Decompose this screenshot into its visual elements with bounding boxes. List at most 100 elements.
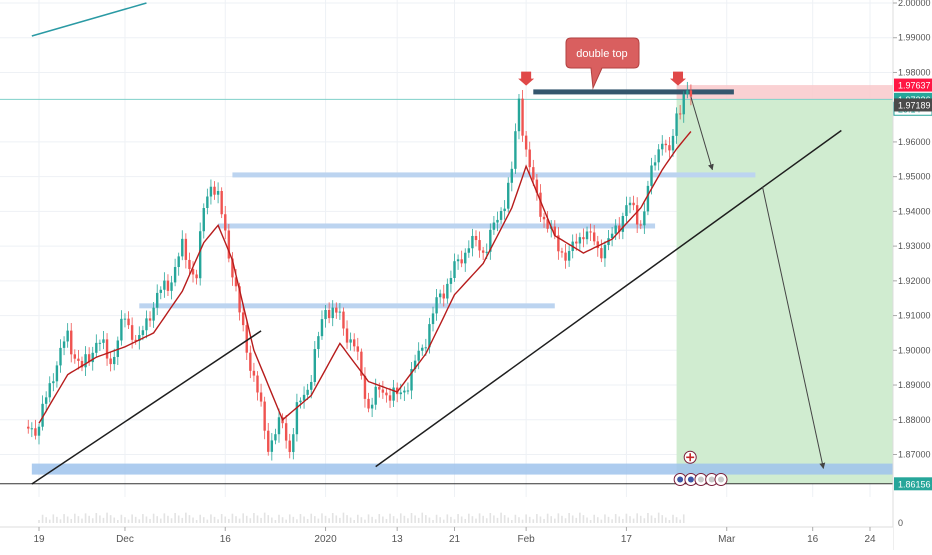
candle-body	[650, 165, 653, 186]
volume-bar	[174, 513, 176, 523]
volume-bar	[192, 517, 194, 523]
candle-body	[130, 325, 134, 340]
volume-bar	[267, 515, 270, 523]
level-layer	[31, 89, 899, 475]
volume-bar	[403, 515, 406, 523]
candle-body	[141, 330, 145, 336]
volume-bar	[564, 518, 567, 523]
candle-body	[299, 400, 302, 403]
price-axis[interactable]: 2.00000 1.99000 1.98000 1.96000 1.95000 1.940…	[892, 0, 932, 550]
volume-bar	[159, 518, 162, 523]
candle-body	[489, 229, 492, 252]
candle-body	[249, 352, 252, 371]
price-tick-label: 2.00000	[898, 0, 931, 8]
volume-bar	[421, 512, 424, 523]
candle-body	[145, 318, 148, 331]
volume-bar	[321, 513, 323, 523]
volume-bar	[124, 517, 126, 523]
price-badge-label: 1.97189	[898, 100, 931, 110]
event-dot	[717, 476, 724, 483]
candle-body	[403, 390, 406, 393]
volume-bar	[152, 513, 155, 523]
candle-body	[324, 309, 327, 320]
volume-bar	[632, 518, 635, 523]
volume-bar	[231, 513, 234, 523]
candle-body	[610, 233, 614, 239]
candle-body	[256, 375, 259, 393]
time-tick-label: 2020	[314, 534, 337, 545]
candle-body	[317, 336, 320, 350]
volume-bar	[414, 515, 416, 523]
candle-body	[152, 307, 155, 321]
volume-bar	[292, 516, 295, 523]
candle-body	[148, 318, 152, 321]
volume-bar	[568, 513, 570, 523]
volume-bar	[91, 518, 94, 523]
candle-body	[564, 252, 567, 261]
trendline	[31, 330, 262, 485]
candle-body	[70, 330, 73, 355]
candle-body	[87, 354, 91, 363]
candle-body	[510, 168, 514, 183]
volume-bar	[278, 514, 280, 523]
event-dot	[708, 476, 715, 483]
candle-body	[331, 307, 334, 319]
candle-body	[589, 231, 592, 233]
flag-event-icon	[673, 472, 687, 486]
candle-body	[77, 358, 80, 361]
volume-bar	[106, 512, 108, 523]
volume-bar	[378, 514, 381, 523]
price-tick-label: 1.91000	[898, 311, 931, 321]
candle-body	[30, 428, 34, 430]
candle-body	[163, 280, 166, 290]
candle-body	[213, 186, 216, 195]
price-tick-label: 1.89000	[898, 380, 931, 390]
volume-bar	[245, 515, 248, 523]
candle-body	[367, 398, 370, 409]
callout-box	[565, 37, 640, 90]
volume-bar	[453, 519, 456, 523]
candle-body	[360, 351, 363, 376]
volume-bar	[514, 514, 517, 523]
candle-body	[546, 219, 549, 229]
volume-bar	[482, 515, 484, 523]
volume-bar	[364, 519, 366, 523]
volume-bar	[134, 516, 137, 523]
candle-body	[73, 354, 77, 359]
candle-body	[245, 325, 248, 353]
candle-body	[431, 313, 435, 325]
volume-bar	[446, 514, 449, 523]
candle-body	[582, 237, 585, 240]
volume-bar	[679, 519, 681, 523]
volume-bar	[346, 515, 348, 523]
candle-body	[184, 238, 188, 260]
candle-body	[435, 297, 438, 314]
volume-bar	[314, 516, 316, 523]
volume-bar	[675, 517, 678, 523]
volume-bar	[181, 517, 184, 523]
candle-body	[539, 192, 542, 217]
candle-body	[34, 428, 37, 436]
price-tick-label: 1.88000	[898, 415, 931, 425]
volume-bar	[142, 514, 144, 523]
candle-body	[224, 214, 227, 231]
callout[interactable]: double top	[565, 37, 640, 90]
candle-body	[453, 261, 456, 279]
candle-body	[345, 328, 349, 343]
candle-body	[471, 235, 474, 249]
volume-bar	[596, 517, 599, 523]
volume-bar	[589, 520, 592, 523]
time-tick-label: Mar	[718, 534, 736, 545]
volume-bar	[528, 516, 531, 523]
volume-axis-label: 0	[898, 518, 903, 528]
calendar-event-icon	[714, 472, 728, 486]
candle-body	[284, 423, 288, 441]
candle-body	[474, 235, 478, 241]
candle-body	[600, 248, 603, 259]
time-axis[interactable]: 19 Dec 16 2020 13 21 Feb 17 Mar 16 24	[0, 526, 893, 550]
volume-bar	[88, 515, 90, 523]
volume-bar	[668, 520, 671, 523]
volume-bar	[593, 514, 595, 523]
candle-body	[621, 216, 625, 232]
volume-bar	[622, 518, 624, 523]
